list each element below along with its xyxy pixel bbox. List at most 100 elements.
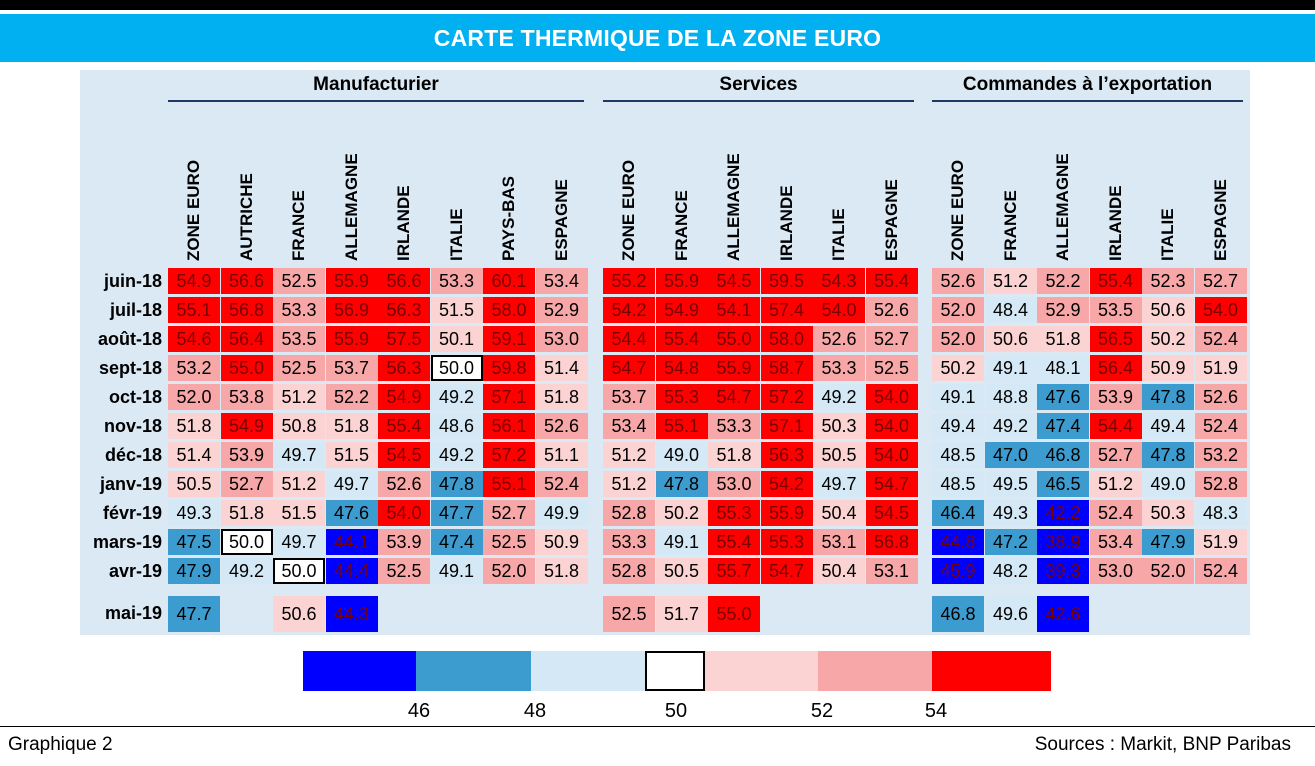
heatmap-cell: 44.8: [932, 529, 984, 555]
heatmap-cell: 52.0: [932, 326, 984, 352]
heatmap-cell: 44.4: [325, 558, 378, 584]
heatmap-cell: 56.6: [378, 268, 430, 294]
heatmap-cell: 48.5: [932, 471, 984, 497]
heatmap-cell: 52.7: [865, 326, 918, 352]
heatmap-cell: 55.2: [603, 268, 655, 294]
heatmap-cell: 51.8: [535, 384, 588, 410]
heatmap-cell: 47.2: [984, 529, 1037, 555]
legend-swatch: [705, 651, 818, 691]
heatmap-cell: 55.0: [708, 326, 760, 352]
heatmap-cell: 49.9: [535, 500, 588, 526]
heatmap-cell: 55.1: [483, 471, 535, 497]
chart-title: CARTE THERMIQUE DE LA ZONE EURO: [0, 14, 1315, 62]
legend-swatch: [932, 651, 1051, 691]
row-label-aout-18: août-18: [97, 329, 162, 349]
heatmap-cell: 50.2: [1142, 326, 1194, 352]
heatmap-cell: 48.2: [984, 558, 1037, 584]
heatmap-cell: 54.0: [865, 442, 918, 468]
heatmap-cell: 50.5: [655, 558, 708, 584]
heatmap-cell: 52.6: [1194, 384, 1247, 410]
heatmap-cell: 53.0: [708, 471, 760, 497]
heatmap-cell: 50.3: [813, 413, 865, 439]
heatmap-cell: 50.0: [220, 529, 273, 555]
heatmap-cell: 51.2: [603, 442, 655, 468]
heatmap-cell: 55.4: [655, 326, 708, 352]
legend-swatch: [818, 651, 932, 691]
group-header-services: Services: [603, 70, 914, 102]
heatmap-cell: 54.5: [865, 500, 918, 526]
heatmap-cell: 53.3: [430, 268, 483, 294]
heatmap-cell: 47.8: [430, 471, 483, 497]
heatmap-cell: 54.1: [708, 297, 760, 323]
heatmap-cell: 51.4: [535, 355, 588, 381]
heatmap-cell: 49.2: [220, 558, 273, 584]
heatmap-cell: 50.6: [1142, 297, 1194, 323]
heatmap-cell: 57.5: [378, 326, 430, 352]
heatmap-cell: 55.9: [325, 326, 378, 352]
heatmap-cell: 51.2: [1089, 471, 1142, 497]
top-rule: [0, 0, 1315, 10]
heatmap-cell: 56.3: [760, 442, 813, 468]
heatmap-cell: 55.9: [325, 268, 378, 294]
heatmap-cell: 51.5: [325, 442, 378, 468]
row-label-mai-19: mai-19: [104, 603, 162, 623]
heatmap-cell: 52.8: [603, 500, 655, 526]
column-header-manufacturier-allemagne: ALLEMAGNE: [341, 153, 361, 261]
legend-swatch: [303, 651, 416, 691]
heatmap-cell: 54.5: [708, 268, 760, 294]
heatmap-cell: 57.4: [760, 297, 813, 323]
heatmap-cell: 59.8: [483, 355, 535, 381]
heatmap-cell: 44.3: [325, 596, 378, 632]
heatmap-cell: 54.0: [865, 413, 918, 439]
heatmap-cell: 51.5: [430, 297, 483, 323]
heatmap-cell: 51.8: [708, 442, 760, 468]
heatmap-cell: 53.3: [603, 529, 655, 555]
heatmap-cell: 47.9: [1142, 529, 1194, 555]
heatmap-cell: 57.1: [483, 384, 535, 410]
heatmap-cell: 54.7: [865, 471, 918, 497]
heatmap-cell: 52.6: [378, 471, 430, 497]
heatmap-cell: 51.2: [273, 384, 325, 410]
column-header-commandes-a-l-exportation-italie: ITALIE: [1158, 208, 1177, 261]
heatmap-cell: 48.6: [430, 413, 483, 439]
heatmap-cell: 44.1: [325, 529, 378, 555]
heatmap-cell: 50.6: [984, 326, 1037, 352]
column-header-manufacturier-france: FRANCE: [289, 190, 308, 261]
heatmap-cell: 53.2: [168, 355, 220, 381]
heatmap-cell: 53.3: [273, 297, 325, 323]
column-header-services-irlande: IRLANDE: [776, 185, 796, 261]
heatmap-cell: 52.4: [535, 471, 588, 497]
legend-tick-label: 50: [664, 700, 688, 722]
heatmap-cell: 51.5: [273, 500, 325, 526]
heatmap-cell: 53.9: [378, 529, 430, 555]
heatmap-cell: 55.9: [655, 268, 708, 294]
heatmap-cell: 47.9: [168, 558, 220, 584]
heatmap-cell: 52.5: [483, 529, 535, 555]
heatmap-cell: 55.9: [708, 355, 760, 381]
legend-tick-label: 54: [924, 700, 948, 722]
heatmap-cell: 49.0: [655, 442, 708, 468]
heatmap-cell: 52.4: [1194, 558, 1247, 584]
heatmap-cell: 55.7: [708, 558, 760, 584]
row-label-nov-18: nov-18: [103, 416, 162, 436]
heatmap-cell: 51.9: [1194, 529, 1247, 555]
legend-tick-label: 52: [810, 700, 834, 722]
heatmap-cell: 49.1: [984, 355, 1037, 381]
heatmap-cell: 56.1: [483, 413, 535, 439]
heatmap-cell: 52.7: [1194, 268, 1247, 294]
heatmap-cell: 57.2: [483, 442, 535, 468]
column-header-services-espagne: ESPAGNE: [881, 179, 901, 261]
footer-rule: [0, 726, 1315, 727]
source-note: Sources : Markit, BNP Paribas: [1034, 734, 1291, 755]
heatmap-cell: 52.6: [813, 326, 865, 352]
heatmap-cell: 49.2: [430, 384, 483, 410]
heatmap-cell: 54.9: [168, 268, 220, 294]
heatmap-cell: 54.2: [760, 471, 813, 497]
heatmap-cell: 50.3: [1142, 500, 1194, 526]
column-header-manufacturier-espagne: ESPAGNE: [551, 179, 571, 261]
heatmap-cell: 52.5: [865, 355, 918, 381]
heatmap-cell: 49.7: [325, 471, 378, 497]
row-label-juil-18: juil-18: [109, 300, 162, 320]
heatmap-cell: 50.6: [273, 596, 325, 632]
heatmap-cell: 46.8: [1037, 442, 1089, 468]
